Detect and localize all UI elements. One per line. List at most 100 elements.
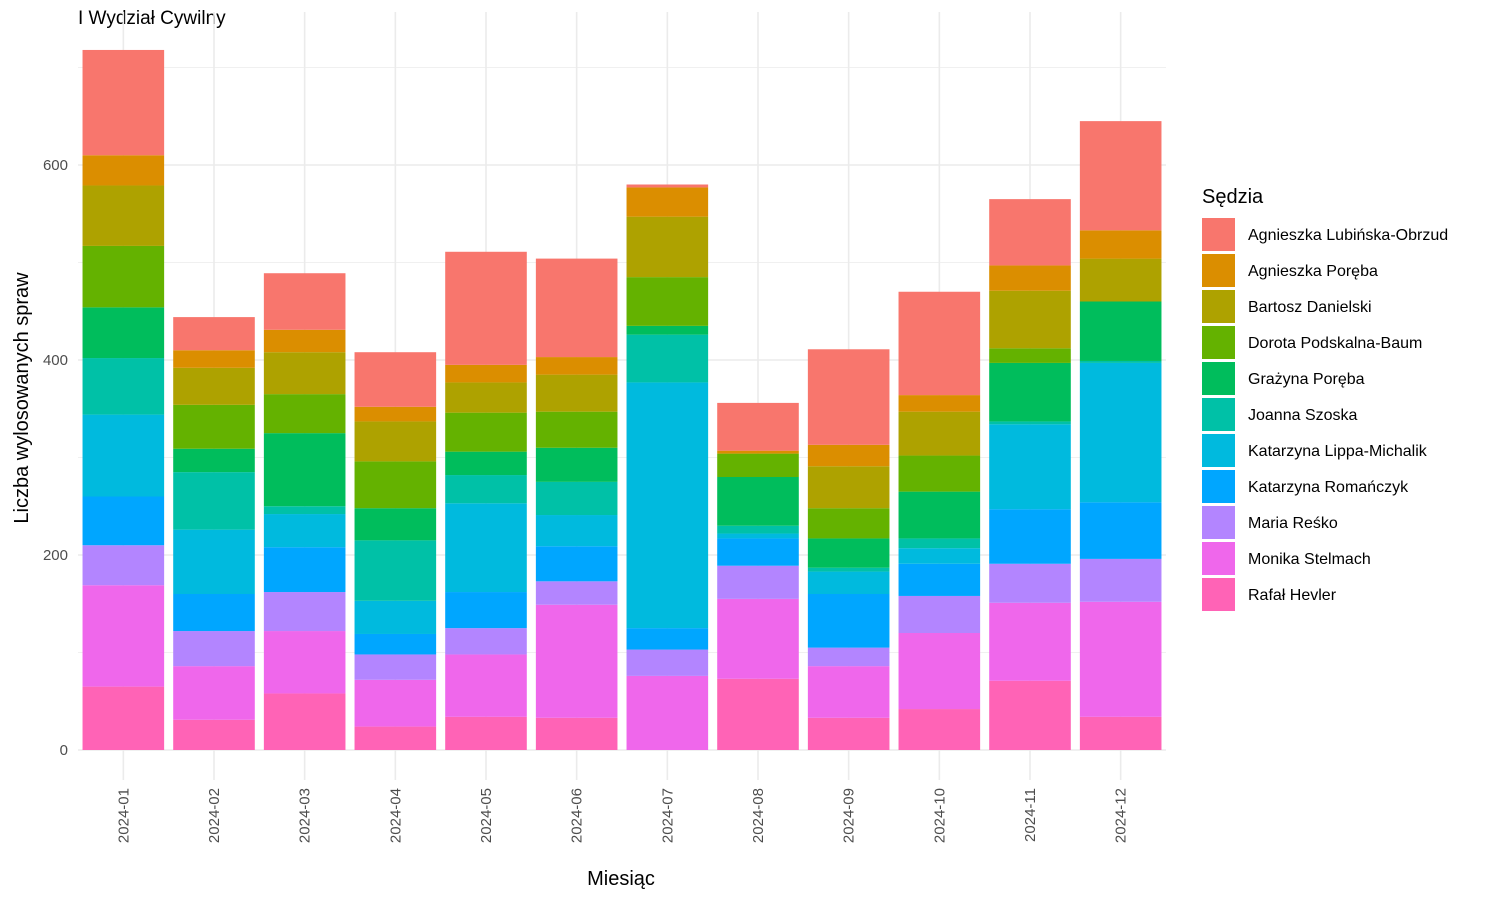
bar-segment-agnieszka-por-ba-2024-06 xyxy=(535,357,618,375)
bar-segment-katarzyna-roma-czyk-2024-03 xyxy=(263,547,346,593)
bar-segment-agnieszka-lubi-ska-obrzud-2024-02 xyxy=(173,317,255,351)
bar-segment-maria-re-ko-2024-08 xyxy=(717,565,799,599)
legend-label: Bartosz Danielski xyxy=(1248,299,1372,316)
bar-segment-monika-stelmach-2024-07 xyxy=(626,675,709,750)
bar-segment-agnieszka-lubi-ska-obrzud-2024-09 xyxy=(807,349,890,445)
bar-segment-maria-re-ko-2024-05 xyxy=(445,628,527,655)
bar-segment-agnieszka-por-ba-2024-03 xyxy=(263,329,346,353)
legend-label: Rafał Hevler xyxy=(1248,587,1337,604)
bar-segment-agnieszka-por-ba-2024-08 xyxy=(717,450,799,454)
bar-segment-monika-stelmach-2024-03 xyxy=(263,631,346,694)
legend-label: Dorota Podskalna-Baum xyxy=(1248,335,1422,352)
bar-segment-agnieszka-lubi-ska-obrzud-2024-03 xyxy=(263,273,346,330)
bar-segment-maria-re-ko-2024-07 xyxy=(626,649,709,676)
legend-swatch xyxy=(1202,218,1235,251)
legend: Sędzia Agnieszka Lubińska-Obrzud Agnieszk… xyxy=(1202,186,1448,611)
bar-segment-joanna-szoska-2024-12 xyxy=(1079,360,1162,363)
bar-segment-monika-stelmach-2024-04 xyxy=(354,679,437,727)
legend-swatch xyxy=(1202,398,1235,431)
legend-title: Sędzia xyxy=(1202,186,1264,208)
bar-segment-agnieszka-por-ba-2024-04 xyxy=(354,406,437,422)
x-tick-label: 2024-05 xyxy=(478,788,495,843)
bar-segment-dorota-podskalna-baum-2024-05 xyxy=(445,412,527,452)
bar-segment-agnieszka-lubi-ska-obrzud-2024-12 xyxy=(1079,121,1162,231)
bar-segment-joanna-szoska-2024-02 xyxy=(173,472,255,530)
bar-segment-dorota-podskalna-baum-2024-08 xyxy=(717,453,799,477)
bar-segment-maria-re-ko-2024-02 xyxy=(173,631,255,667)
bar-segment-agnieszka-por-ba-2024-10 xyxy=(898,395,981,412)
x-axis-title: Miesiąc xyxy=(587,868,655,890)
bars xyxy=(82,49,1162,750)
bar-segment-agnieszka-lubi-ska-obrzud-2024-06 xyxy=(535,258,618,358)
legend-swatch xyxy=(1202,578,1235,611)
bar-segment-gra-yna-por-ba-2024-08 xyxy=(717,477,799,526)
bar-segment-agnieszka-por-ba-2024-12 xyxy=(1079,230,1162,259)
bar-segment-agnieszka-lubi-ska-obrzud-2024-01 xyxy=(82,49,165,156)
bar-segment-katarzyna-lippa-michalik-2024-11 xyxy=(989,424,1071,510)
bar-segment-dorota-podskalna-baum-2024-10 xyxy=(898,455,981,492)
x-tick-label: 2024-03 xyxy=(297,788,314,843)
bar-segment-joanna-szoska-2024-01 xyxy=(82,358,165,415)
bar-segment-bartosz-danielski-2024-02 xyxy=(173,367,255,405)
bar-segment-dorota-podskalna-baum-2024-07 xyxy=(626,277,709,326)
bar-segment-agnieszka-por-ba-2024-01 xyxy=(82,155,165,186)
legend-label: Grażyna Poręba xyxy=(1248,371,1365,388)
bar-segment-gra-yna-por-ba-2024-01 xyxy=(82,307,165,359)
bar-segment-bartosz-danielski-2024-01 xyxy=(82,185,165,246)
bar-segment-bartosz-danielski-2024-04 xyxy=(354,421,437,462)
bar-segment-katarzyna-lippa-michalik-2024-10 xyxy=(898,548,981,564)
bar-segment-gra-yna-por-ba-2024-04 xyxy=(354,508,437,541)
bar-segment-joanna-szoska-2024-06 xyxy=(535,481,618,516)
bar-segment-agnieszka-por-ba-2024-02 xyxy=(173,350,255,368)
legend-swatch xyxy=(1202,434,1235,467)
bar-segment-katarzyna-lippa-michalik-2024-12 xyxy=(1079,362,1162,503)
legend-label: Katarzyna Romańczyk xyxy=(1248,479,1409,496)
bar-segment-maria-re-ko-2024-10 xyxy=(898,595,981,633)
bar-segment-maria-re-ko-2024-01 xyxy=(82,545,165,586)
bar-segment-agnieszka-por-ba-2024-07 xyxy=(626,187,709,217)
bar-segment-monika-stelmach-2024-05 xyxy=(445,654,527,717)
bar-segment-bartosz-danielski-2024-11 xyxy=(989,290,1071,349)
bar-segment-joanna-szoska-2024-10 xyxy=(898,538,981,549)
bar-segment-joanna-szoska-2024-03 xyxy=(263,506,346,515)
x-tick-label: 2024-04 xyxy=(387,788,404,843)
legend-swatch xyxy=(1202,362,1235,395)
bar-segment-gra-yna-por-ba-2024-05 xyxy=(445,451,527,476)
bar-segment-dorota-podskalna-baum-2024-03 xyxy=(263,394,346,434)
bar-segment-gra-yna-por-ba-2024-10 xyxy=(898,491,981,539)
bar-segment-maria-re-ko-2024-06 xyxy=(535,581,618,605)
bar-segment-rafa-hevler-2024-06 xyxy=(535,717,618,750)
x-tick-label: 2024-12 xyxy=(1113,788,1130,843)
x-tick-label: 2024-01 xyxy=(115,788,132,843)
bar-segment-monika-stelmach-2024-08 xyxy=(717,598,799,679)
bar-segment-rafa-hevler-2024-03 xyxy=(263,693,346,750)
legend-label: Agnieszka Poręba xyxy=(1248,263,1378,280)
bar-segment-agnieszka-lubi-ska-obrzud-2024-07 xyxy=(626,184,709,188)
legend-label: Joanna Szoska xyxy=(1248,407,1358,424)
legend-swatch xyxy=(1202,470,1235,503)
y-tick-label: 0 xyxy=(60,742,68,759)
bar-segment-bartosz-danielski-2024-12 xyxy=(1079,258,1162,302)
bar-segment-gra-yna-por-ba-2024-03 xyxy=(263,433,346,507)
bar-segment-maria-re-ko-2024-04 xyxy=(354,654,437,680)
bar-segment-dorota-podskalna-baum-2024-09 xyxy=(807,508,890,539)
bar-segment-monika-stelmach-2024-01 xyxy=(82,585,165,687)
x-tick-label: 2024-11 xyxy=(1022,788,1039,842)
bar-segment-bartosz-danielski-2024-09 xyxy=(807,466,890,509)
legend-label: Monika Stelmach xyxy=(1248,551,1371,568)
bar-segment-bartosz-danielski-2024-05 xyxy=(445,382,527,413)
bar-segment-monika-stelmach-2024-09 xyxy=(807,666,890,718)
legend-swatch xyxy=(1202,506,1235,539)
bar-segment-gra-yna-por-ba-2024-09 xyxy=(807,538,890,568)
bar-segment-agnieszka-lubi-ska-obrzud-2024-10 xyxy=(898,291,981,396)
x-tick-label: 2024-06 xyxy=(569,788,586,843)
bar-segment-dorota-podskalna-baum-2024-11 xyxy=(989,348,1071,363)
legend-label: Katarzyna Lippa-Michalik xyxy=(1248,443,1428,460)
bar-segment-rafa-hevler-2024-05 xyxy=(445,716,527,750)
bar-segment-joanna-szoska-2024-05 xyxy=(445,475,527,504)
bar-segment-katarzyna-roma-czyk-2024-06 xyxy=(535,546,618,582)
bar-segment-monika-stelmach-2024-02 xyxy=(173,666,255,720)
bar-segment-dorota-podskalna-baum-2024-04 xyxy=(354,461,437,509)
bar-segment-katarzyna-lippa-michalik-2024-05 xyxy=(445,503,527,593)
x-axis-ticks: 2024-01 2024-02 2024-03 2024-04 2024-05 2024-… xyxy=(115,788,1129,843)
